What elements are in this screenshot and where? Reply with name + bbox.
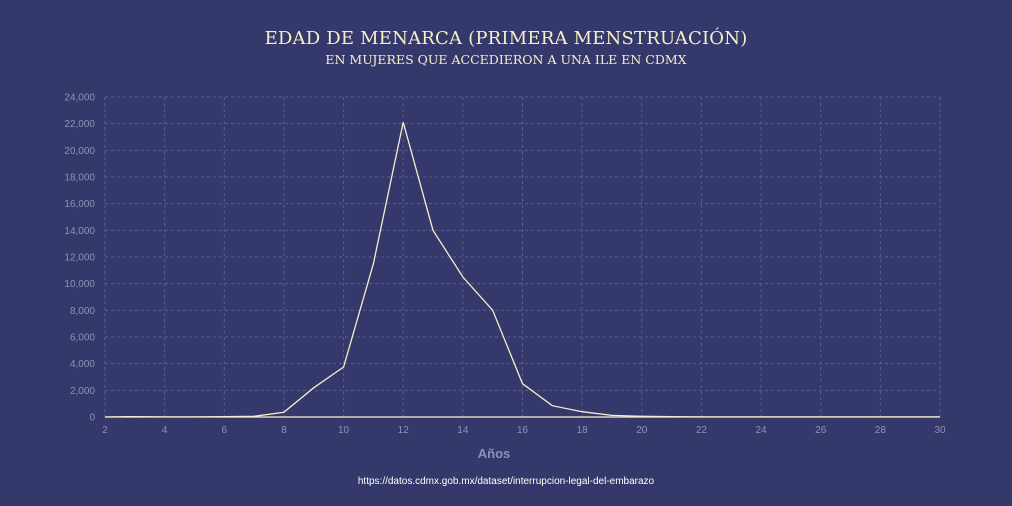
y-tick-label: 10,000 [64, 279, 95, 290]
x-tick-label: 18 [577, 425, 589, 436]
y-tick-label: 6,000 [70, 333, 95, 344]
x-tick-label: 24 [756, 425, 768, 436]
y-tick-label: 20,000 [64, 146, 95, 157]
chart-title: EDAD DE MENARCA (PRIMERA MENSTRUACIÓN) [264, 28, 748, 49]
y-tick-label: 14,000 [64, 226, 95, 237]
y-tick-label: 2,000 [70, 386, 95, 397]
x-tick-label: 10 [338, 425, 350, 436]
x-tick-label: 16 [517, 425, 529, 436]
x-tick-label: 20 [636, 425, 648, 436]
y-tick-label: 18,000 [64, 173, 95, 184]
chart-subtitle: EN MUJERES QUE ACCEDIERON A UNA ILE EN C… [325, 52, 687, 67]
x-axis: 2 4 6 8 10 12 14 16 18 20 22 24 26 28 30 [102, 425, 946, 436]
y-tick-label: 8,000 [70, 306, 95, 317]
source-link[interactable]: https://datos.cdmx.gob.mx/dataset/interr… [357, 476, 655, 487]
x-axis-label: Años [478, 446, 511, 461]
x-tick-label: 26 [815, 425, 827, 436]
x-tick-label: 14 [457, 425, 469, 436]
x-tick-label: 2 [102, 425, 108, 436]
y-tick-label: 24,000 [64, 93, 95, 104]
y-tick-label: 22,000 [64, 119, 95, 130]
y-tick-label: 12,000 [64, 253, 95, 264]
y-tick-label: 0 [89, 413, 95, 424]
y-tick-label: 16,000 [64, 199, 95, 210]
x-tick-label: 8 [281, 425, 287, 436]
grid-lines [104, 96, 941, 417]
y-axis: 0 2,000 4,000 6,000 8,000 10,000 12,000 14,000 1… [64, 93, 95, 424]
x-tick-label: 28 [875, 425, 887, 436]
x-tick-label: 22 [696, 425, 708, 436]
x-tick-label: 6 [222, 425, 228, 436]
x-tick-label: 30 [934, 425, 946, 436]
x-tick-label: 4 [162, 425, 168, 436]
y-tick-label: 4,000 [70, 359, 95, 370]
series-line [104, 122, 940, 418]
x-tick-label: 12 [398, 425, 410, 436]
